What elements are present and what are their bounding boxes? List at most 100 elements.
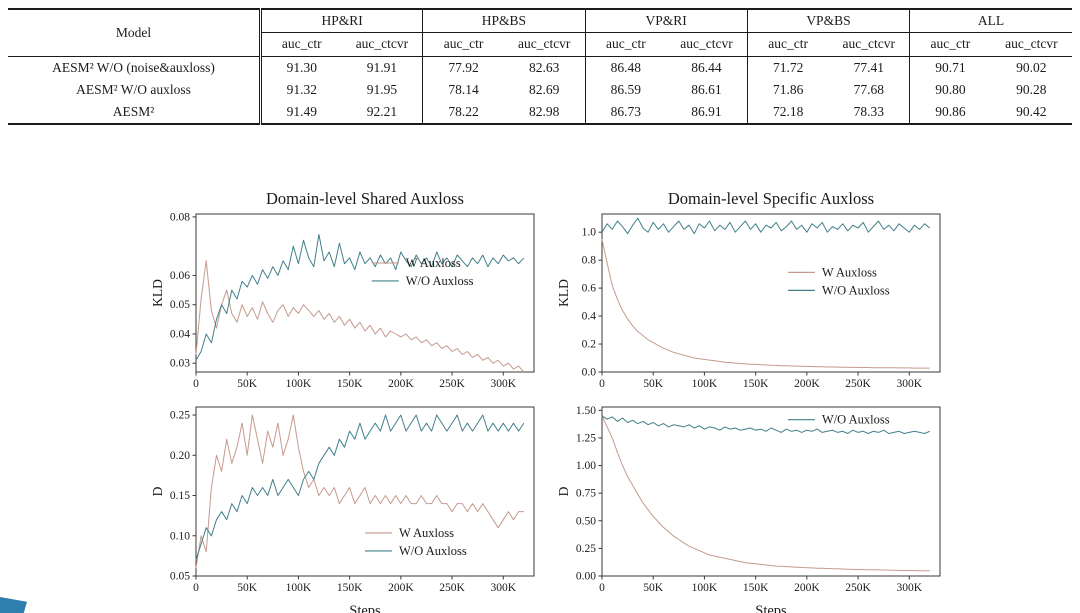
value-cell: 77.92 [422,56,504,79]
table-row: AESM² 91.49 92.21 78.22 82.98 86.73 86.9… [8,101,1072,125]
y-tick-label: 0.00 [576,571,596,583]
value-cell: 78.22 [422,101,504,125]
results-table: Model HP&RI HP&BS VP&RI VP&BS ALL auc_ct… [8,8,1072,126]
legend-label: W/O Auxloss [399,544,467,558]
x-tick-label: 200K [794,378,820,390]
series-line-wo-auxloss [195,234,525,361]
y-tick-label: 0.6 [582,283,597,295]
legend-label: W/O Auxloss [822,283,890,297]
y-tick-label: 0.20 [170,450,190,462]
group-header-hpri: HP&RI [260,9,423,34]
value-cell: 90.28 [1016,81,1047,97]
metric-header: auc_ctcvr [990,32,1072,57]
series-line-w-auxloss [195,414,524,569]
metric-header: auc_ctcvr [341,32,423,57]
chart-title: Domain-level Specific Auxloss [668,189,874,208]
model-column-header: Model [8,9,262,57]
group-header-vpri: VP&RI [584,9,748,34]
value-cell: 77.68 [853,81,884,97]
series-line-w-auxloss [601,415,930,572]
legend-label: W/O Auxloss [822,413,890,427]
series-line-w-auxloss [195,260,525,373]
y-tick-label: 1.25 [576,432,596,444]
y-axis-label: KLD [556,279,571,307]
y-tick-label: 0.05 [170,299,190,311]
y-axis: 0.05 0.10 0.15 0.20 0.25 [170,410,196,583]
plot-frame [601,406,941,577]
value-cell: 86.73 [584,101,667,125]
metric-header: auc_ctr [422,32,504,57]
y-axis: 0.0 0.2 0.4 0.6 0.8 1.0 [582,227,602,379]
value-cell: 71.86 [746,78,829,101]
x-tick-label: 50K [237,582,258,594]
y-tick-label: 0.15 [170,490,190,502]
x-tick-label: 0 [599,582,605,594]
x-tick-label: 250K [845,378,871,390]
value-cell: 91.32 [286,81,317,97]
value-cell: 86.44 [691,59,722,75]
x-tick-label: 150K [337,378,363,390]
y-tick-label: 0.05 [170,571,190,583]
y-tick-label: 0.04 [170,328,190,340]
blue-corner-artifact [0,597,27,613]
chart-title: Domain-level Shared Auxloss [266,189,464,208]
x-tick-label: 150K [337,582,363,594]
x-tick-label: 0 [599,378,605,390]
value-cell: 86.48 [584,56,667,79]
value-cell: 91.91 [366,59,398,75]
value-cell: 86.61 [691,81,722,97]
metric-header: auc_ctr [746,32,829,57]
metric-header: auc_ctcvr [666,32,748,57]
plot-frame [195,406,535,577]
y-axis-label: D [556,486,571,496]
plot-frame [195,213,535,373]
chart-svg: 0 50K 100K 150K 200K 250K 300K 0.05 0.10 0.15 0.20… [150,406,535,613]
chart-shared-auxloss-kld: Domain-level Shared Auxloss 0 50K 100K 150K 2… [148,186,548,400]
charts-section: Domain-level Shared Auxloss 0 50K 100K 150K 2… [148,186,954,613]
x-tick-label: 50K [237,378,258,390]
y-tick-label: 0.8 [582,255,597,267]
y-tick-label: 0.06 [170,270,190,282]
metric-header: auc_ctcvr [828,32,910,57]
legend-label: W Auxloss [399,526,454,540]
model-cell: AESM² W/O auxloss [8,78,262,101]
x-axis-label: Steps [755,603,787,613]
y-tick-label: 1.0 [582,227,597,239]
y-axis: 0.03 0.04 0.05 0.06 0.08 [170,211,196,370]
x-tick-label: 200K [388,378,414,390]
value-cell: 82.69 [529,81,560,97]
y-tick-label: 0.4 [582,311,597,323]
y-tick-label: 1.50 [576,405,596,417]
x-tick-label: 250K [845,582,871,594]
x-axis: 0 50K 100K 150K 200K 250K 300K [599,372,923,390]
value-cell: 91.30 [286,59,317,75]
x-tick-label: 0 [193,582,199,594]
table-row: AESM² W/O (noise&auxloss) 91.30 91.91 77… [8,56,1072,79]
group-header-vpbs: VP&BS [746,9,910,34]
x-tick-label: 100K [692,582,718,594]
x-axis: 0 50K 100K 150K 200K 250K 300K [193,372,517,390]
value-cell: 91.95 [366,81,398,97]
y-tick-label: 0.2 [582,339,597,351]
value-cell: 86.59 [584,78,667,101]
series-line-wo-auxloss [195,414,525,561]
value-cell: 92.21 [366,104,398,119]
x-tick-label: 0 [193,378,199,390]
chart-legend: W Auxloss W/O Auxloss [365,526,467,558]
y-tick-label: 0.0 [582,367,597,379]
table-row: AESM² W/O auxloss 91.32 91.95 78.14 82.6… [8,78,1072,101]
series-line-wo-auxloss [601,217,931,235]
plot-frame [601,213,941,373]
x-tick-label: 250K [439,378,465,390]
value-cell: 82.63 [529,59,560,75]
x-tick-label: 100K [692,378,718,390]
x-tick-label: 250K [439,582,465,594]
series-line-wo-auxloss [601,415,930,434]
x-tick-label: 100K [286,378,312,390]
legend-label: W Auxloss [406,256,461,270]
metric-header: auc_ctr [909,32,991,57]
x-tick-label: 50K [643,378,664,390]
value-cell: 90.02 [1016,59,1047,75]
x-axis-label: Steps [349,603,381,613]
